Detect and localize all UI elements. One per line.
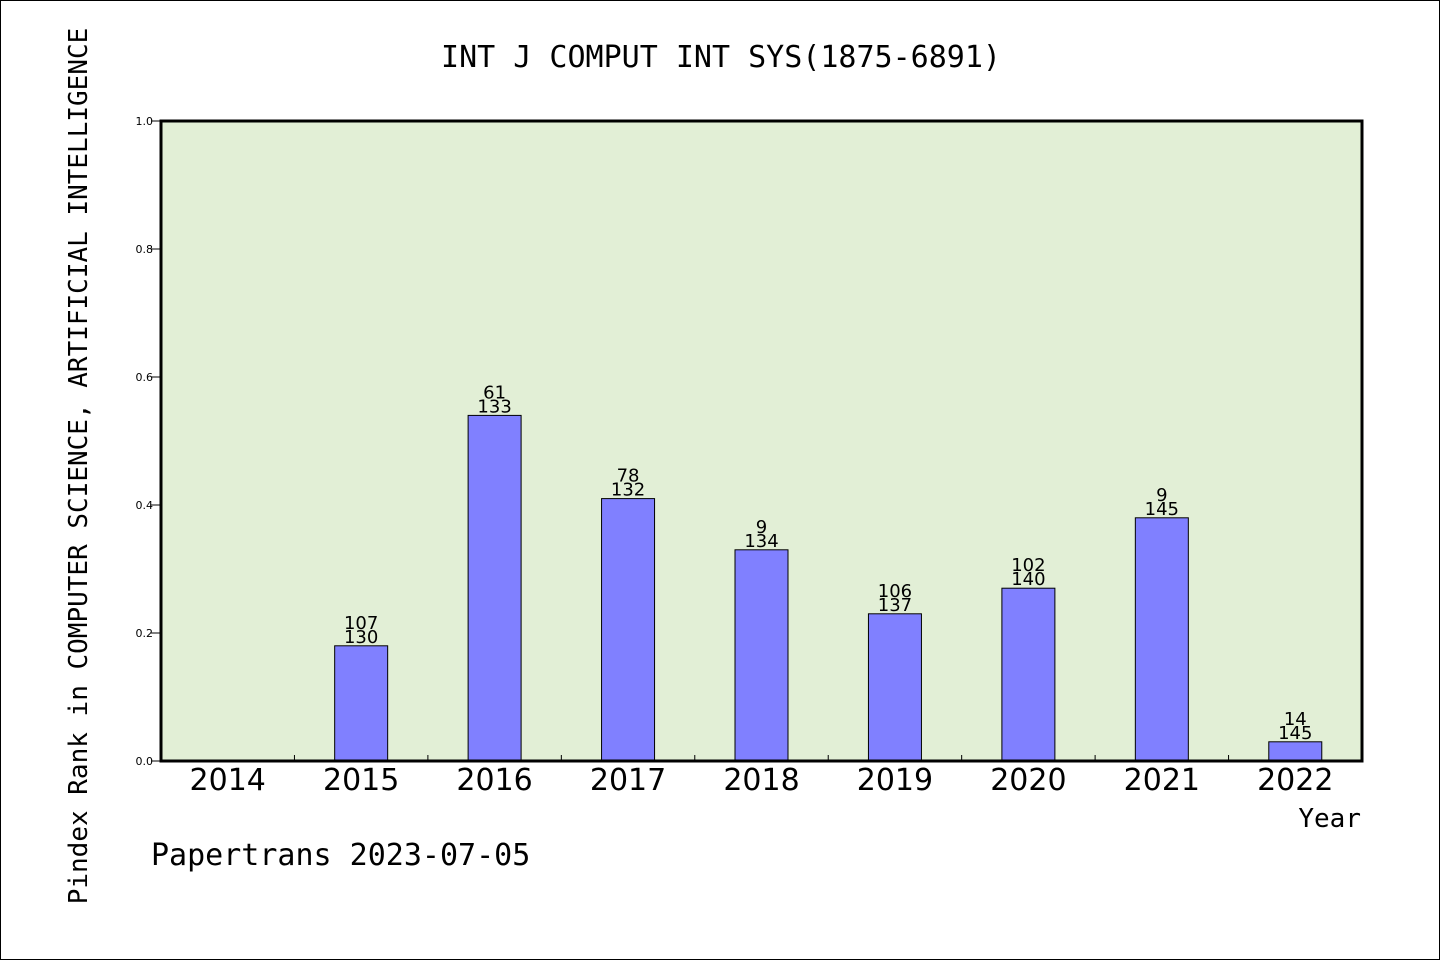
x-tick-label: 2016 [456,763,532,798]
chart-title: INT J COMPUT INT SYS(1875-6891) [441,40,1001,75]
bar-2019 [867,613,922,762]
x-tick-label: 2022 [1257,763,1333,798]
bar-label-top: 78 [617,466,640,487]
bar-2016 [467,414,522,762]
bar-2020 [1001,587,1056,762]
footer-text: Papertrans 2023-07-05 [151,838,530,873]
x-axis-label: Year [1298,804,1361,834]
bar-label-top: 9 [756,517,767,538]
bar-label-top: 102 [1011,555,1045,576]
bar-label-bottom: 145 [1145,499,1179,520]
bar-label-bottom: 133 [477,396,511,417]
y-tick-label: 0.8 [136,243,154,256]
y-tick-label: 0.0 [136,755,154,768]
plot-border [159,119,1364,763]
y-tick-label: 0.2 [136,627,154,640]
x-tick-label: 2015 [323,763,399,798]
y-tick-label: 1.0 [136,115,154,128]
bar-label-bottom: 130 [344,627,378,648]
x-tick-label: 2017 [590,763,666,798]
x-tick-label: 2018 [723,763,799,798]
bar-label-bottom: 137 [878,595,912,616]
bars [334,414,1323,762]
bar-label-top: 9 [1156,485,1167,506]
bar-label-top: 14 [1284,709,1307,730]
bar-label-bottom: 145 [1278,723,1312,744]
y-axis: 0.0 0.2 0.4 0.6 0.8 1.0 [136,115,161,768]
bar-label-bottom: 132 [611,480,645,501]
x-tick-label: 2019 [857,763,933,798]
bar-2022 [1268,741,1323,762]
bar-2015 [334,645,389,762]
bar-label-bottom: 134 [744,531,778,552]
bar-label-top: 107 [344,613,378,634]
y-axis-label: Pindex Rank in COMPUTER SCIENCE, ARTIFIC… [64,28,94,905]
bar-label-top: 61 [483,382,506,403]
x-axis: 2014 2015 2016 2017 2018 2019 2020 2021 2022 [190,755,1333,798]
bar-label-top: 106 [878,581,912,602]
bar-labels: 1071306113378132913410613710214091451414… [344,382,1312,743]
bar-2018 [734,549,789,762]
x-tick-label: 2014 [190,763,266,798]
x-tick-label: 2020 [990,763,1066,798]
bar-2017 [601,498,656,762]
y-tick-label: 0.4 [136,499,154,512]
x-tick-label: 2021 [1124,763,1200,798]
bar-2021 [1134,517,1189,762]
y-tick-label: 0.6 [136,371,154,384]
bar-label-bottom: 140 [1011,569,1045,590]
